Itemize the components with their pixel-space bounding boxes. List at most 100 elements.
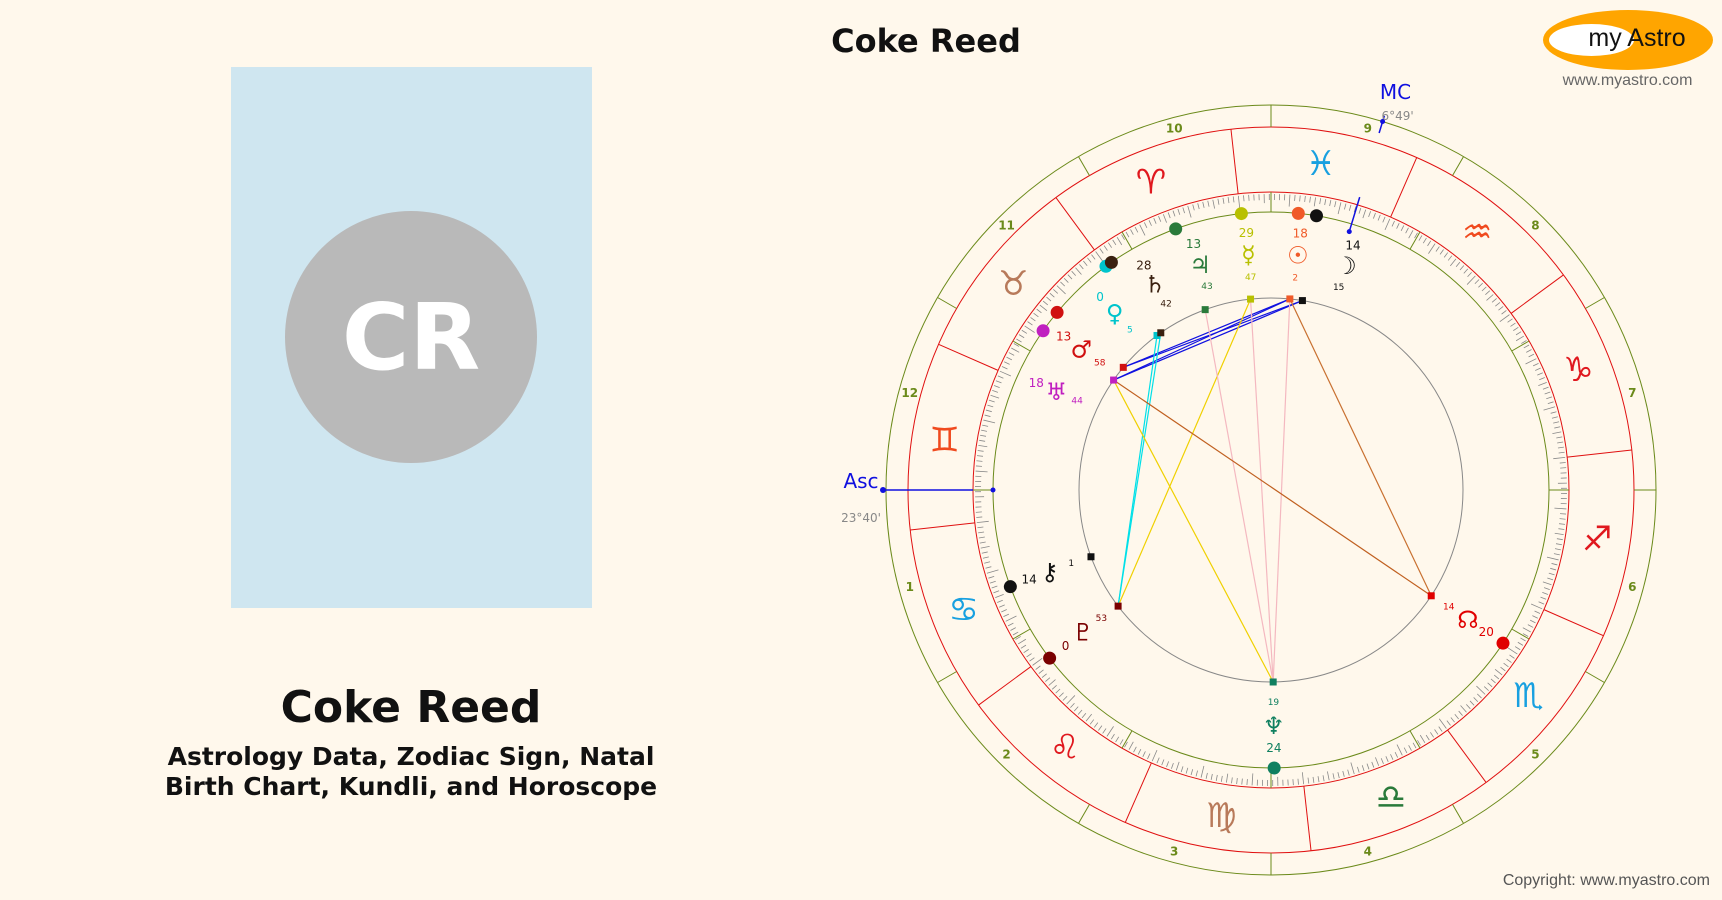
degree-tick (1017, 638, 1027, 645)
degree-tick (1558, 528, 1565, 530)
degree-tick (975, 470, 988, 473)
degree-tick (988, 399, 995, 403)
asc-label: Asc (843, 469, 878, 493)
degree-tick (1007, 622, 1014, 627)
degree-tick (1156, 757, 1160, 764)
planet-dot-saturn (1104, 255, 1118, 269)
degree-tick (1558, 523, 1566, 525)
degree-tick (1483, 686, 1489, 691)
degree-tick (989, 580, 996, 584)
house-number-8: 8 (1531, 219, 1539, 233)
degree-tick (1226, 773, 1229, 783)
degree-tick (1137, 748, 1142, 755)
degree-tick (1543, 406, 1556, 411)
sign-boundary (1567, 449, 1632, 458)
asc-marker (880, 487, 886, 493)
copyright: Copyright: www.myastro.com (1502, 872, 1710, 889)
degree-tick (984, 561, 991, 564)
degree-tick (1202, 201, 1205, 208)
degree-tick (1434, 729, 1439, 735)
mc-marker (1380, 119, 1386, 125)
degree-tick (1231, 777, 1233, 784)
avatar: CR (285, 211, 537, 463)
degree-tick (1532, 615, 1538, 619)
degree-tick (1056, 285, 1066, 295)
degree-tick (1075, 267, 1082, 275)
degree-tick (1035, 665, 1041, 670)
degree-tick (1507, 318, 1513, 323)
degree-tick (1143, 222, 1148, 229)
degree-tick (1509, 654, 1515, 659)
house-cusp-tick (1409, 730, 1421, 749)
degree-tick (999, 604, 1005, 608)
degree-tick (1180, 766, 1184, 773)
degree-tick (1467, 272, 1472, 278)
degree-tick (1418, 235, 1423, 241)
sign-capricorn-icon: ♑ (1563, 350, 1593, 390)
degree-tick (995, 594, 1004, 599)
degree-tick (1020, 644, 1027, 649)
house-divider (1585, 297, 1605, 309)
degree-tick (1073, 706, 1079, 712)
degree-tick (1329, 200, 1332, 207)
degree-tick (1197, 203, 1200, 210)
moon-minutes: 15 (1333, 283, 1344, 293)
degree-tick (1403, 747, 1408, 754)
degree-tick (1139, 224, 1146, 236)
degree-tick (1382, 216, 1386, 223)
moon-degree: 14 (1345, 238, 1360, 252)
degree-tick (986, 569, 999, 574)
degree-tick (1032, 657, 1043, 666)
asc-value: 23°40' (841, 511, 881, 525)
aspect-line-sun-neptune (1272, 298, 1291, 683)
degree-tick (1153, 218, 1157, 224)
degree-tick (1514, 646, 1521, 651)
degree-tick (1522, 633, 1529, 637)
aspect-point-mercury (1247, 295, 1255, 303)
degree-tick (1506, 658, 1512, 663)
degree-tick (1200, 765, 1205, 778)
mars-degree: 13 (1056, 330, 1071, 344)
degree-tick (1385, 756, 1389, 762)
degree-tick (981, 551, 988, 554)
degree-tick (1081, 712, 1087, 719)
planet-dot-neptune (1267, 761, 1281, 775)
degree-tick (1309, 196, 1311, 203)
site-link[interactable]: www.myastro.com (1562, 72, 1693, 89)
degree-tick (1515, 331, 1522, 336)
sun-icon: ☉ (1287, 242, 1309, 270)
degree-tick (976, 516, 983, 518)
degree-tick (1190, 769, 1194, 776)
degree-tick (1083, 260, 1088, 266)
degree-tick (1251, 773, 1254, 786)
myastro-logo[interactable]: my Astro (1543, 10, 1713, 70)
uranus-icon: ♅ (1045, 378, 1067, 406)
degree-tick (1053, 289, 1059, 294)
degree-tick (1102, 728, 1107, 734)
degree-tick (1435, 246, 1440, 252)
degree-tick (978, 445, 988, 448)
degree-tick (1011, 347, 1020, 353)
degree-tick (1342, 770, 1345, 777)
house-number-3: 3 (1170, 844, 1178, 858)
degree-tick (1469, 700, 1475, 706)
degree-tick (1455, 261, 1461, 268)
sign-boundary (910, 522, 975, 531)
degree-tick (1288, 194, 1291, 207)
degree-tick (980, 546, 990, 549)
degree-tick (1205, 772, 1208, 779)
degree-tick (1443, 252, 1449, 258)
degree-tick (1353, 206, 1357, 213)
degree-tick (1538, 601, 1545, 605)
degree-tick (1337, 202, 1342, 215)
degree-tick (1503, 662, 1509, 668)
mc-label: MC (1380, 80, 1411, 104)
degree-tick (1215, 774, 1218, 781)
degree-tick (1366, 763, 1370, 770)
degree-tick (1553, 421, 1560, 424)
node-icon: ☊ (1457, 606, 1478, 634)
degree-tick (1530, 603, 1543, 610)
sun-minutes: 2 (1292, 273, 1298, 283)
degree-tick (1015, 636, 1021, 640)
degree-tick (1110, 733, 1115, 740)
